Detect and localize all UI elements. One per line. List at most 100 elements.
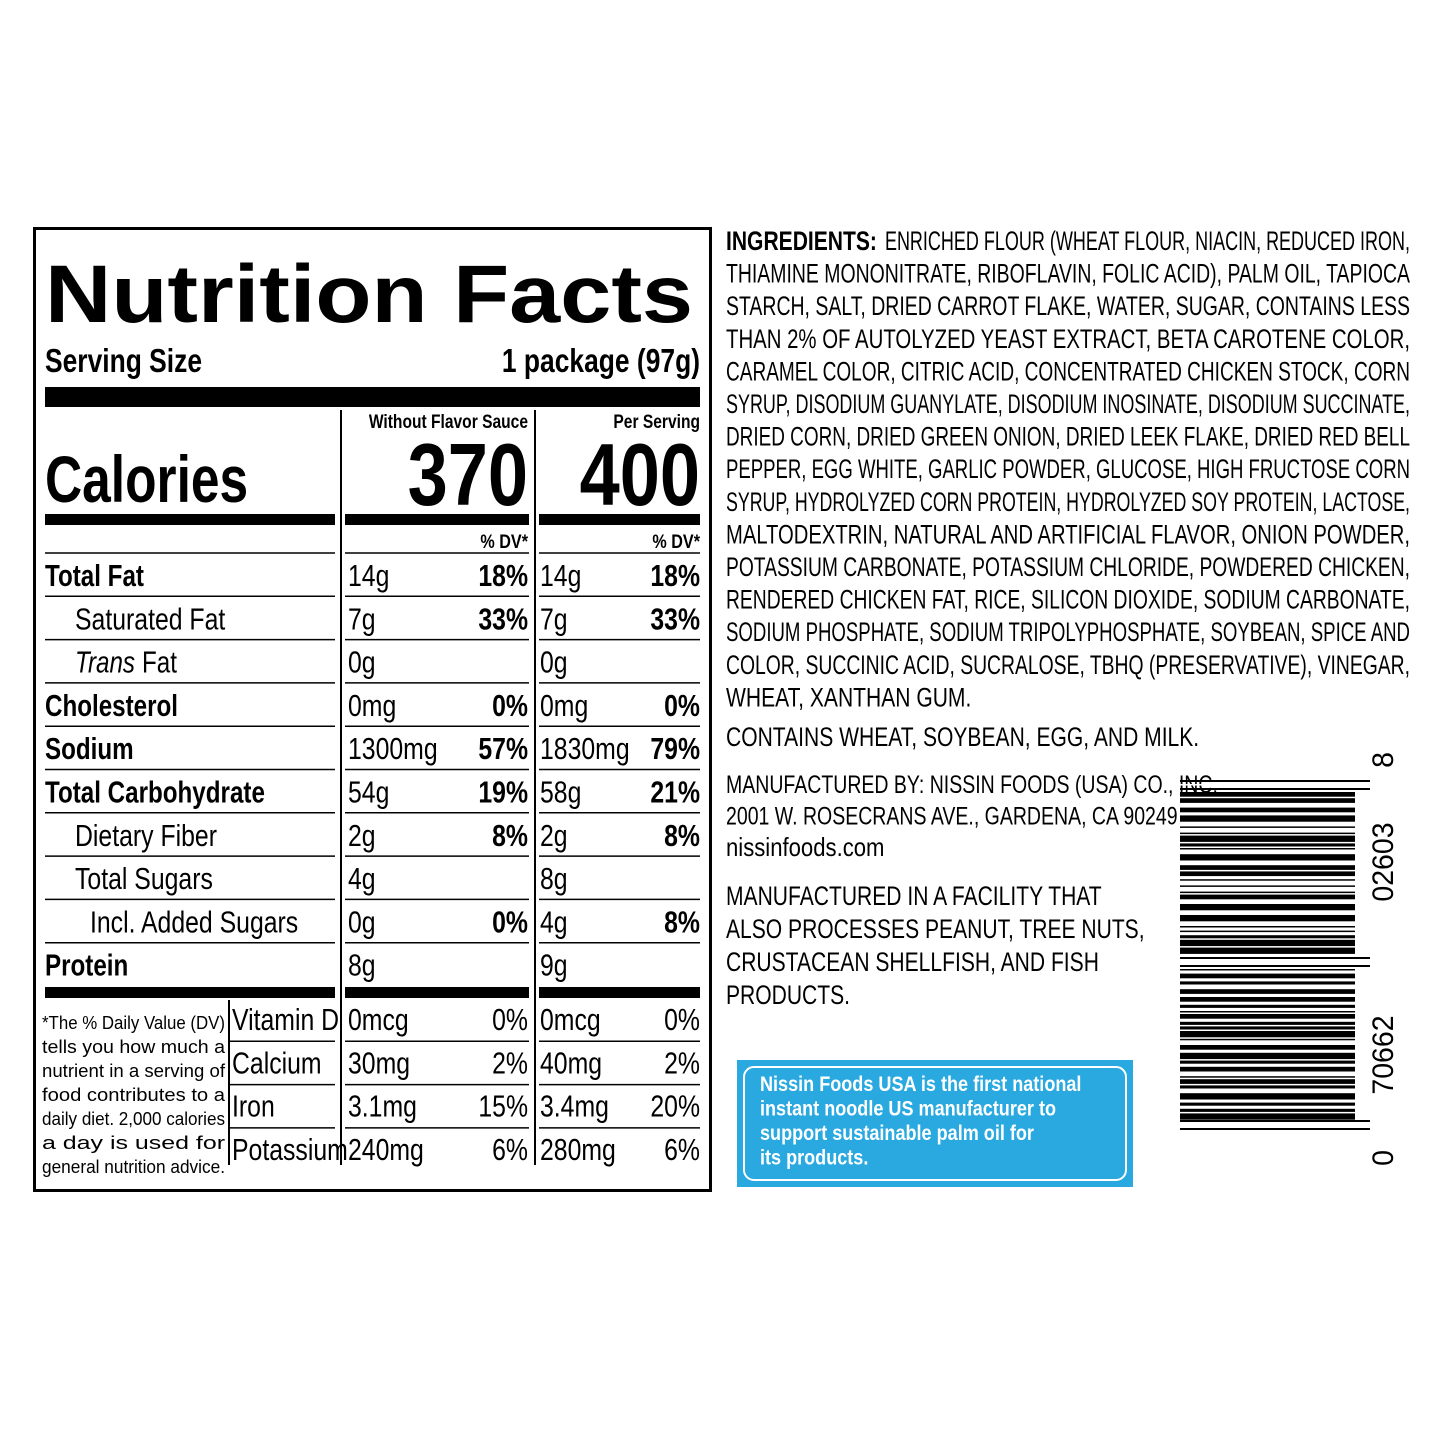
barcode-bar xyxy=(1180,835,1355,842)
daily-value: 2% xyxy=(492,1045,528,1080)
ingredients-line: WHEAT, XANTHAN GUM. xyxy=(726,682,971,712)
nutrient-name: Trans xyxy=(75,645,135,680)
daily-value: 2% xyxy=(664,1045,700,1080)
barcode-digits: 8 xyxy=(1367,752,1400,768)
ingredients-line: THIAMINE MONONITRATE, RIBOFLAVIN, FOLIC … xyxy=(726,259,1410,289)
callout-line: Nissin Foods USA is the first national xyxy=(760,1073,1081,1096)
amount: 9g xyxy=(540,948,568,983)
barcode-bar xyxy=(1180,865,1355,870)
vitamin-name: Iron xyxy=(232,1089,275,1124)
barcode-bar xyxy=(1180,961,1370,963)
column-header: Per Serving xyxy=(613,412,700,433)
daily-value: 57% xyxy=(478,731,528,766)
amount: 0mcg xyxy=(540,1002,601,1037)
barcode-bar xyxy=(1180,1038,1355,1041)
medium-rule xyxy=(539,514,700,525)
nutrition-box xyxy=(33,227,712,1192)
ingredients-line: PEPPER, EGG WHITE, GARLIC POWDER, GLUCOS… xyxy=(726,454,1410,484)
manufacturer-line: nissinfoods.com xyxy=(726,832,884,862)
amount: 7g xyxy=(348,601,376,636)
barcode-bar xyxy=(1180,904,1355,911)
barcode-digits: 0 xyxy=(1367,1150,1400,1166)
medium-rule xyxy=(345,987,529,998)
daily-value: 33% xyxy=(650,601,700,636)
barcode-bar xyxy=(1180,1031,1355,1038)
barcode-bar xyxy=(1180,879,1355,881)
footnote-line: tells you how much a xyxy=(42,1037,226,1057)
nutrient-name: Protein xyxy=(45,948,128,983)
ingredients-line: STARCH, SALT, DRIED CARROT FLAKE, WATER,… xyxy=(726,291,1410,321)
facility-line: MANUFACTURED IN A FACILITY THAT xyxy=(726,881,1102,911)
title: Nutrition Facts xyxy=(45,249,693,340)
callout-line: instant noodle US manufacturer to xyxy=(760,1098,1056,1121)
barcode-bar xyxy=(1180,1093,1355,1100)
medium-rule xyxy=(45,514,335,525)
barcode-bar xyxy=(1180,894,1355,900)
amount: 58g xyxy=(540,775,581,810)
barcode-bar xyxy=(1180,826,1355,828)
facility-line: CRUSTACEAN SHELLFISH, AND FISH xyxy=(726,947,1099,977)
nutrient-name: Saturated Fat xyxy=(75,601,226,636)
amount: 0g xyxy=(348,645,376,680)
barcode-bar xyxy=(1180,848,1355,850)
amount: 0mg xyxy=(348,688,396,723)
barcode-bar xyxy=(1180,832,1355,835)
barcode-bar xyxy=(1180,1066,1355,1072)
barcode-bar xyxy=(1180,1021,1355,1025)
barcode-bar xyxy=(1180,1128,1370,1130)
daily-value: 0% xyxy=(492,688,528,723)
callout-line: its products. xyxy=(760,1147,868,1170)
daily-value: 0% xyxy=(664,688,700,723)
manufacturer-line: 2001 W. ROSECRANS AVE., GARDENA, CA 9024… xyxy=(726,803,1178,831)
footnote-line: nutrient in a serving of xyxy=(42,1061,226,1081)
amount: 2g xyxy=(540,818,568,853)
amount: 280mg xyxy=(540,1132,616,1167)
barcode-bar xyxy=(1180,854,1355,861)
ingredients-line: DRIED CORN, DRIED GREEN ONION, DRIED LEE… xyxy=(726,422,1410,452)
barcode-bar xyxy=(1180,1014,1355,1019)
daily-value: 0% xyxy=(492,904,528,939)
barcode-bar xyxy=(1180,843,1355,847)
barcode-bar xyxy=(1180,939,1355,947)
amount: 2g xyxy=(348,818,376,853)
barcode-bar xyxy=(1180,885,1355,887)
barcode-bar xyxy=(1180,780,1370,782)
daily-value: 0% xyxy=(492,1002,528,1037)
nutrient-name: Fat xyxy=(142,645,177,680)
ingredients-line: SODIUM PHOSPHATE, SODIUM TRIPOLYPHOSPHAT… xyxy=(726,617,1410,647)
barcode-bar xyxy=(1180,935,1355,939)
facility-line: PRODUCTS. xyxy=(726,980,850,1010)
amount: 4g xyxy=(348,861,376,896)
dv-header: % DV* xyxy=(652,532,700,553)
barcode-bar xyxy=(1180,1102,1355,1106)
amount: 14g xyxy=(540,558,581,593)
footnote-line: food contributes to a xyxy=(42,1085,226,1105)
ingredients-label: INGREDIENTS: xyxy=(726,226,877,256)
barcode-bar xyxy=(1180,1011,1355,1013)
footnote-line: *The % Daily Value (DV) xyxy=(42,1013,225,1033)
barcode-bar xyxy=(1180,871,1355,877)
barcode-bar xyxy=(1180,807,1355,813)
daily-value: 6% xyxy=(664,1132,700,1167)
ingredients-line: SYRUP, HYDROLYZED CORN PROTEIN, HYDROLYZ… xyxy=(726,487,1410,517)
vitamin-name: Vitamin D xyxy=(232,1002,339,1037)
amount: 7g xyxy=(540,601,568,636)
barcode-bar xyxy=(1180,997,1355,1002)
barcode-bar xyxy=(1180,989,1355,994)
medium-rule xyxy=(539,987,700,998)
footnote-line: a day is used for xyxy=(42,1133,225,1153)
barcode-bar xyxy=(1180,1120,1370,1122)
nutrient-name: Incl. Added Sugars xyxy=(90,904,298,939)
facility-line: ALSO PROCESSES PEANUT, TREE NUTS, xyxy=(726,914,1145,944)
footnote-line: general nutrition advice. xyxy=(42,1157,225,1177)
amount: 40mg xyxy=(540,1045,602,1080)
barcode-bar xyxy=(1180,1108,1355,1112)
barcode-bar xyxy=(1180,1060,1355,1064)
barcode-bar xyxy=(1180,965,1370,967)
serving-size: 1 package (97g) xyxy=(502,342,700,379)
ingredients-line: RENDERED CHICKEN FAT, RICE, SILICON DIOX… xyxy=(726,585,1410,615)
barcode-bar xyxy=(1180,973,1355,979)
ingredients-line: SYRUP, DISODIUM GUANYLATE, DISODIUM INOS… xyxy=(726,389,1410,419)
amount: 0mg xyxy=(540,688,588,723)
